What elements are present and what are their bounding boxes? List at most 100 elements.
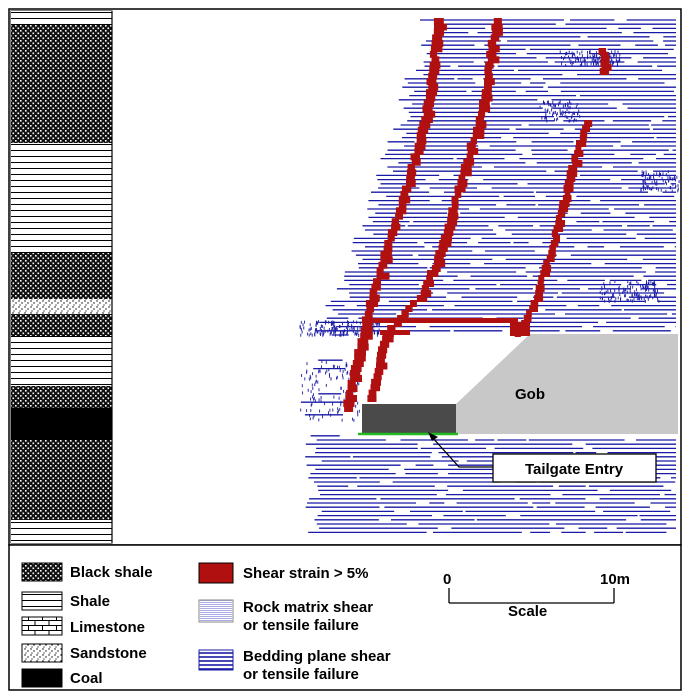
shear-strain-cell [466,142,476,150]
shear-strain-cell [391,223,401,231]
shear-strain-cell [422,105,433,113]
shear-strain-cell [440,234,452,242]
tailgate-label: Tailgate Entry [525,461,624,478]
shear-strain-cell [600,60,610,67]
shear-strain-cell [553,235,560,242]
shear-strain-cell [373,373,382,381]
shear-strain-cell [543,260,550,267]
black-shale-layer [11,314,112,336]
shear-strain-cell [568,170,578,177]
shear-strain-cell [383,245,393,253]
shear-strain-connector [368,318,518,323]
shear-strain-cell [357,338,369,346]
coal-seam-remaining [362,404,456,434]
black-shale-layer [11,253,112,299]
shear-strain-cell [439,240,450,247]
shear-strain-cell [451,196,459,204]
shear-strain-cell [368,389,377,397]
shear-strain-cell [343,400,355,407]
shear-strain-cell [429,50,438,58]
shear-strain-cell [475,121,487,129]
shear-strain-cell [426,78,437,86]
shear-strain-cell [490,34,500,42]
shear-strain-cell [350,365,362,372]
shear-strain-cell [431,56,440,64]
shear-strain-cell [529,305,538,312]
shear-strain-cell [347,380,356,387]
shear-strain-cell [433,260,446,267]
shear-strain-cell [454,185,466,193]
shear-strain-cell [360,332,373,340]
shear-strain-cell [369,289,378,297]
shear-strain-cell [435,250,446,257]
shear-strain-cell [460,169,472,177]
shear-strain-cell [601,64,612,71]
shear-strain-cell [367,300,379,307]
shear-strain-cell [431,265,441,272]
shear-strain-cell [557,210,566,217]
shear-strain-cell [492,28,503,36]
shear-strain-cell [443,229,454,237]
tailgate-callout: Tailgate Entry [428,432,657,483]
shear-strain-cell [369,294,380,302]
shear-strain-cell [454,190,462,198]
shear-strain-cell [470,137,477,145]
shale-layer [11,11,112,25]
shear-strain-cell [370,384,381,392]
legend-limestone: Limestone [70,619,146,636]
shear-strain-cell [391,218,399,226]
shear-strain-cell [350,375,362,382]
shear-strain-cell [366,305,375,313]
shear-strain-cell [447,218,458,226]
shear-strain-cell [419,121,431,129]
shear-strain-cell [410,300,417,307]
scale-start: 0 [443,571,452,588]
shear-strain-cell [376,357,385,365]
shear-strain-cell [354,349,366,357]
shear-strain-cell [537,280,544,287]
shear-strain-cell [558,205,569,212]
bedding-plane-swatch [198,649,234,671]
shear-strain-cell [563,185,574,192]
shear-strain-cell [354,354,366,362]
shear-strain-cell [406,180,416,187]
shear-strain-cell [425,94,436,102]
shear-strain-cell [601,52,609,59]
shear-strain-cell [405,305,413,312]
shear-strain-cell [378,346,388,354]
shear-strain-cell [481,94,493,102]
shear-strain-cell [438,245,448,252]
shear-strain-cell [467,148,479,155]
shear-strain-cell [367,395,377,402]
shear-strain-cell [380,250,392,258]
shear-strain-cell [566,175,576,182]
shear-strain-cell [379,340,390,348]
shear-strain-cell [451,201,459,209]
strata-column [10,10,113,544]
shear-strain-cell [551,230,559,237]
shear-strain-cell [395,207,407,215]
coal-layer [11,408,112,440]
shear-strain-cell [433,28,444,36]
shear-strain-connector [380,330,410,335]
shear-strain-cell [432,34,443,42]
shear-strain-cell [433,18,444,25]
shear-strain-zones [343,18,612,412]
shear-strain-cell [431,39,444,47]
sandstone-layer [11,299,112,314]
tailgate-label-box [492,453,657,483]
shear-strain-cell [384,240,393,247]
shear-strain-cell [376,272,390,280]
legend-coal: Coal [70,670,103,687]
black-shale-layer [11,25,112,143]
scale-label: Scale [508,603,548,620]
shear-strain-cell [559,200,570,207]
shear-strain-cell [564,180,574,187]
shear-strain-cell [378,261,388,269]
shear-strain-cell [493,18,502,25]
shear-strain-cell [534,295,544,302]
shear-strain-cell [444,223,456,231]
shale-layer [11,143,112,253]
shear-strain-cell [562,195,572,202]
